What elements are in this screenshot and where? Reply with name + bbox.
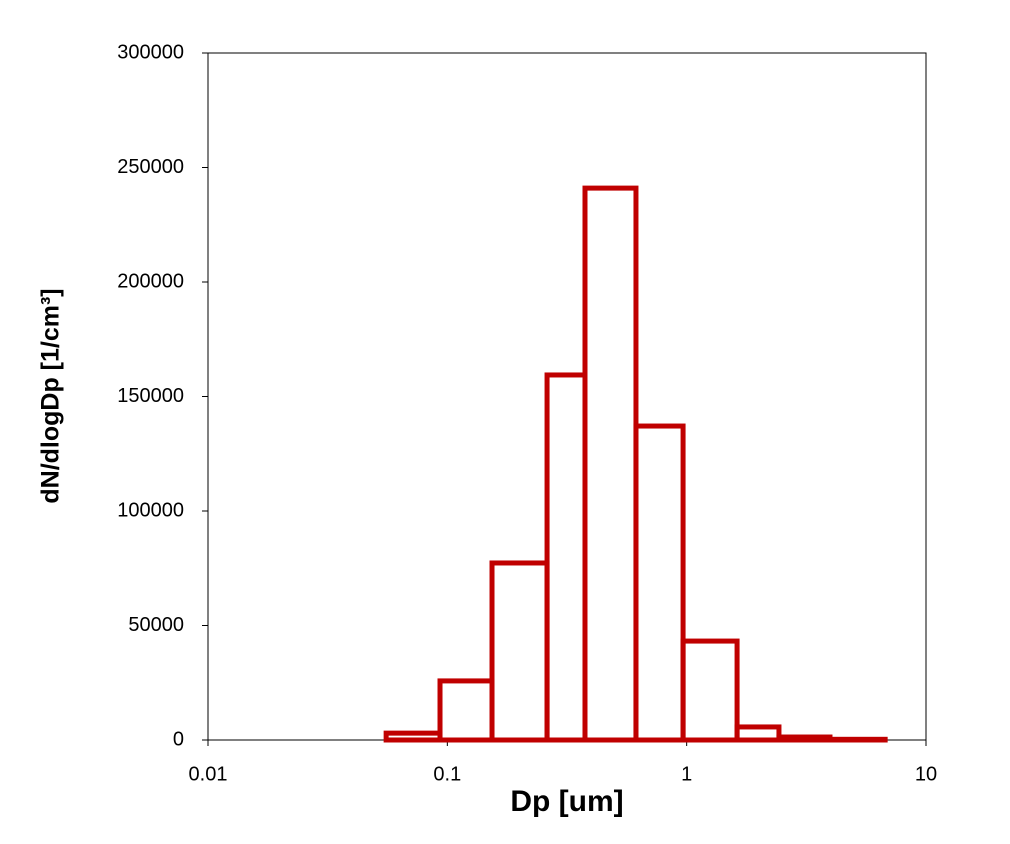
x-tick-label: 1 [681, 763, 692, 785]
bar [582, 185, 639, 743]
bar [734, 724, 782, 743]
y-axis-title: dN/dlogDp [1/cm³] [37, 288, 65, 503]
bar [827, 736, 888, 743]
x-axis-title: Dp [um] [510, 785, 623, 818]
y-tick-label: 250000 [117, 156, 184, 178]
y-tick-label: 0 [173, 728, 184, 750]
bar [437, 678, 495, 743]
bar [489, 560, 550, 743]
y-tick-label: 50000 [128, 614, 184, 636]
x-tick-label: 10 [915, 763, 937, 785]
bar [544, 372, 588, 743]
y-tick-label: 200000 [117, 270, 184, 292]
y-tick-label: 300000 [117, 41, 184, 63]
x-tick-label: 0.1 [433, 763, 461, 785]
bar [776, 734, 833, 743]
y-tick-label: 150000 [117, 385, 184, 407]
x-tick-label: 0.01 [189, 763, 228, 785]
bar [633, 423, 686, 743]
plot-frame [207, 52, 927, 741]
bar [680, 638, 740, 743]
bar [383, 730, 443, 743]
y-tick-label: 100000 [117, 499, 184, 521]
